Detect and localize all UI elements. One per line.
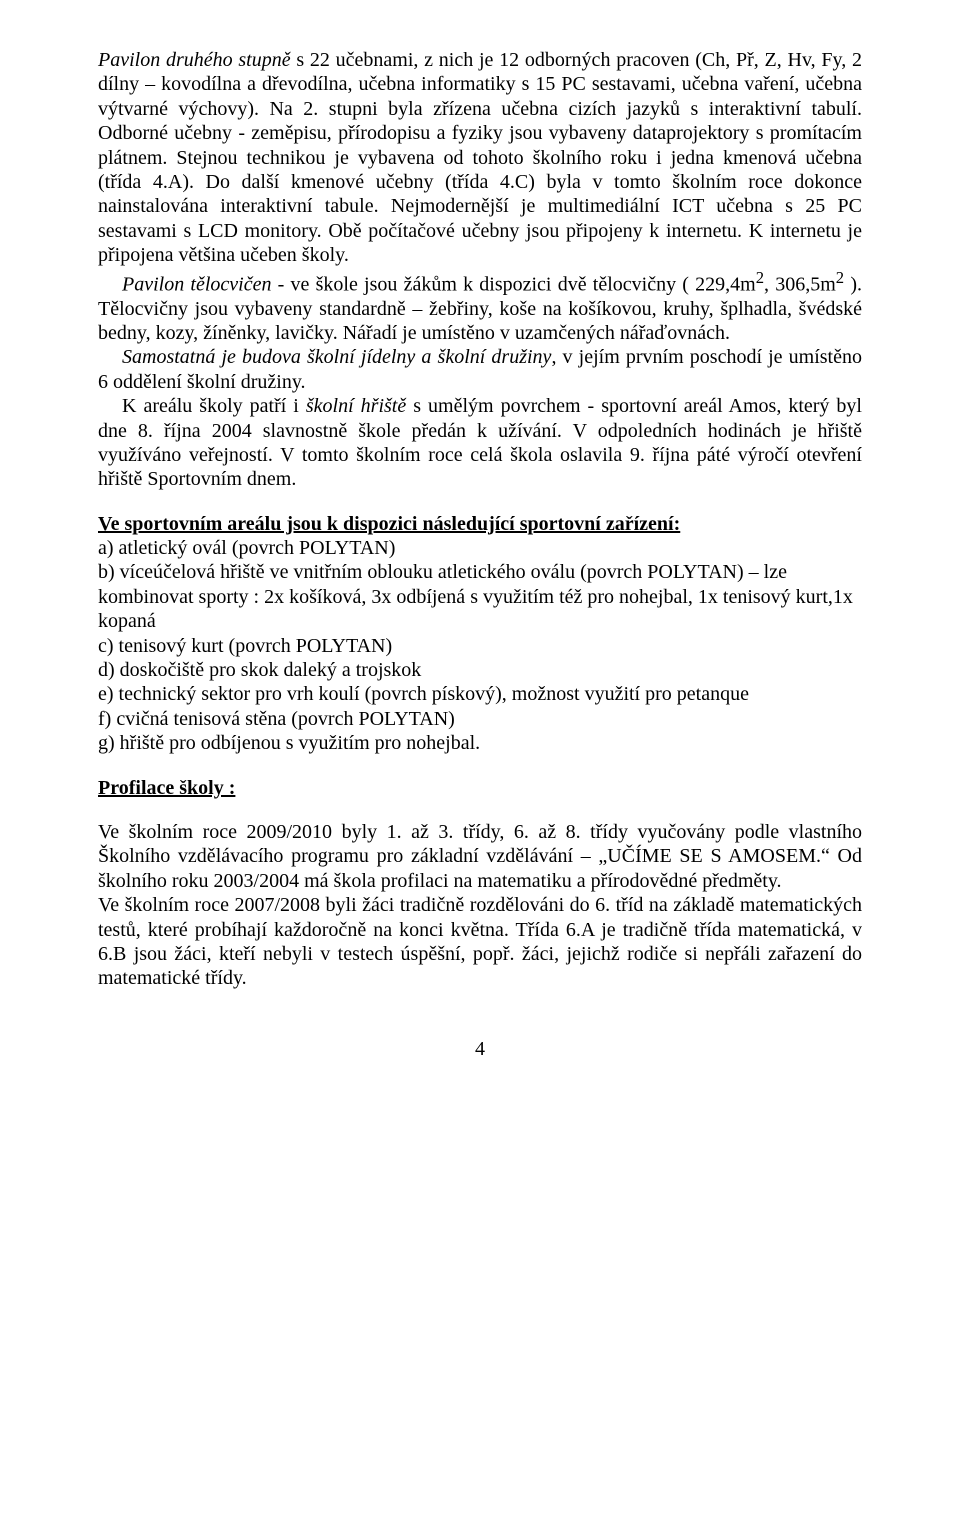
run-text: K areálu školy patří i: [122, 395, 306, 417]
run-italic: Samostatná je budova školní jídelny a šk…: [122, 346, 551, 368]
list-item: a) atletický ovál (povrch POLYTAN): [98, 536, 862, 560]
document-page: Pavilon druhého stupně s 22 učebnami, z …: [0, 0, 960, 1518]
list-item: b) víceúčelová hřiště ve vnitřním oblouk…: [98, 560, 862, 633]
paragraph-profilace-2: Ve školním roce 2007/2008 byli žáci trad…: [98, 893, 862, 991]
spacer: [98, 800, 862, 820]
run-text: s 22 učebnami, z nich je 12 odborných pr…: [98, 49, 862, 266]
run-italic: školní hřiště: [306, 395, 406, 417]
list-item: e) technický sektor pro vrh koulí (povrc…: [98, 682, 862, 706]
paragraph-pavilon-druheho: Pavilon druhého stupně s 22 učebnami, z …: [98, 48, 862, 268]
spacer: [98, 492, 862, 512]
page-number: 4: [98, 1037, 862, 1061]
heading-sportovni-areal: Ve sportovním areálu jsou k dispozici ná…: [98, 512, 862, 536]
heading-text: Ve sportovním areálu jsou k dispozici ná…: [98, 513, 680, 535]
heading-text: Profilace školy :: [98, 777, 235, 799]
list-item: f) cvičná tenisová stěna (povrch POLYTAN…: [98, 707, 862, 731]
run-text: - ve škole jsou žákům k dispozici dvě tě…: [271, 273, 755, 295]
paragraph-pavilon-telocvicen: Pavilon tělocvičen - ve škole jsou žákům…: [98, 268, 862, 346]
list-item: g) hřiště pro odbíjenou s využitím pro n…: [98, 731, 862, 755]
paragraph-jidelna-druzina: Samostatná je budova školní jídelny a šk…: [98, 345, 862, 394]
run-text: , 306,5m: [764, 273, 836, 295]
superscript: 2: [756, 268, 764, 287]
spacer: [98, 756, 862, 776]
list-item: d) doskočiště pro skok daleký a trojskok: [98, 658, 862, 682]
paragraph-profilace-1: Ve školním roce 2009/2010 byly 1. až 3. …: [98, 820, 862, 893]
run-italic: Pavilon tělocvičen: [122, 273, 271, 295]
run-italic: Pavilon druhého stupně: [98, 49, 291, 71]
heading-profilace: Profilace školy :: [98, 776, 862, 800]
paragraph-hriste: K areálu školy patří i školní hřiště s u…: [98, 394, 862, 492]
equipment-list: a) atletický ovál (povrch POLYTAN) b) ví…: [98, 536, 862, 756]
superscript: 2: [836, 268, 844, 287]
list-item: c) tenisový kurt (povrch POLYTAN): [98, 634, 862, 658]
